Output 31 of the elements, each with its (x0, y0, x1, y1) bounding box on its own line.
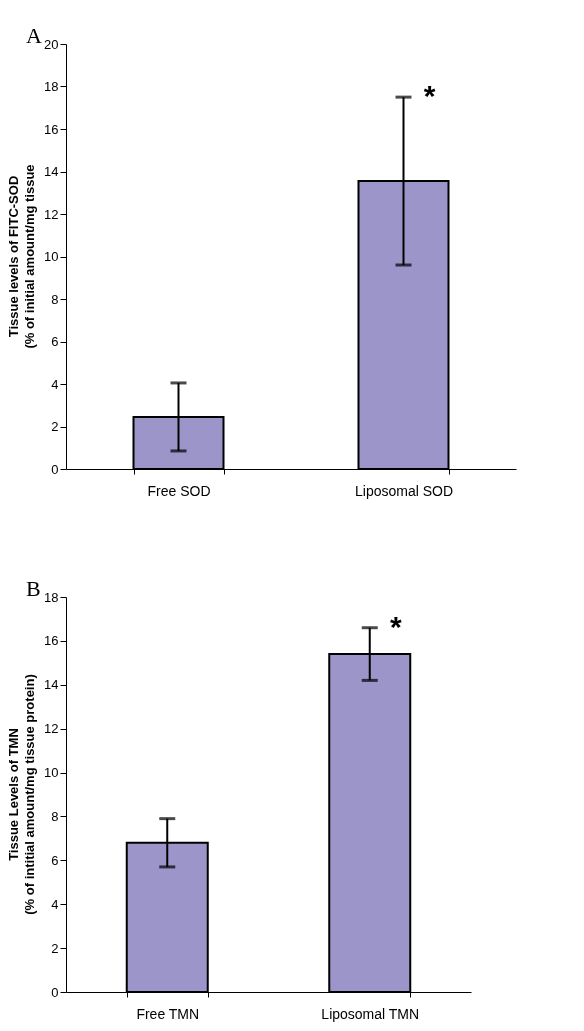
y-tick-label: 8 (51, 291, 59, 307)
y-tick-label: 12 (44, 721, 59, 737)
y-tick-label: 4 (51, 376, 59, 392)
y-tick-label: 2 (51, 419, 59, 434)
y-tick-label: 10 (44, 249, 59, 264)
y-tick-label: 16 (44, 121, 59, 137)
y-tick-label: 4 (51, 896, 59, 912)
y-tick-label: 0 (51, 984, 59, 1000)
y-tick-label: 8 (51, 808, 59, 824)
x-tick-label: Free SOD (147, 482, 211, 499)
y-tick-label: 12 (44, 206, 59, 222)
y-tick-label: 20 (44, 36, 59, 52)
y-tick-label: 18 (44, 79, 59, 94)
chart-title: A (26, 23, 42, 48)
y-tick-label: 18 (44, 589, 59, 605)
y-axis-title: Tissue levels of FITC-SOD (% of initial amount/mg tissue (6, 164, 37, 349)
y-axis-title: Tissue Levels of TMN (% of intitial amount/mg tissue protein) (6, 674, 37, 915)
y-tick-label: 0 (51, 461, 59, 477)
y-tick-label: 10 (44, 765, 59, 781)
y-tick-label: 14 (44, 677, 59, 693)
x-tick-label: Liposomal TMN (321, 1005, 420, 1022)
chart-title: B (26, 576, 41, 601)
x-tick-label: Free TMN (136, 1005, 200, 1022)
annotation: * (423, 79, 436, 113)
y-tick-label: 2 (51, 940, 59, 956)
y-tick-label: 14 (44, 164, 59, 179)
y-tick-label: 6 (51, 852, 59, 868)
annotation: * (389, 609, 402, 643)
y-tick-label: 6 (51, 334, 59, 349)
x-tick-label: Liposomal SOD (354, 482, 454, 499)
y-tick-label: 16 (44, 633, 59, 649)
